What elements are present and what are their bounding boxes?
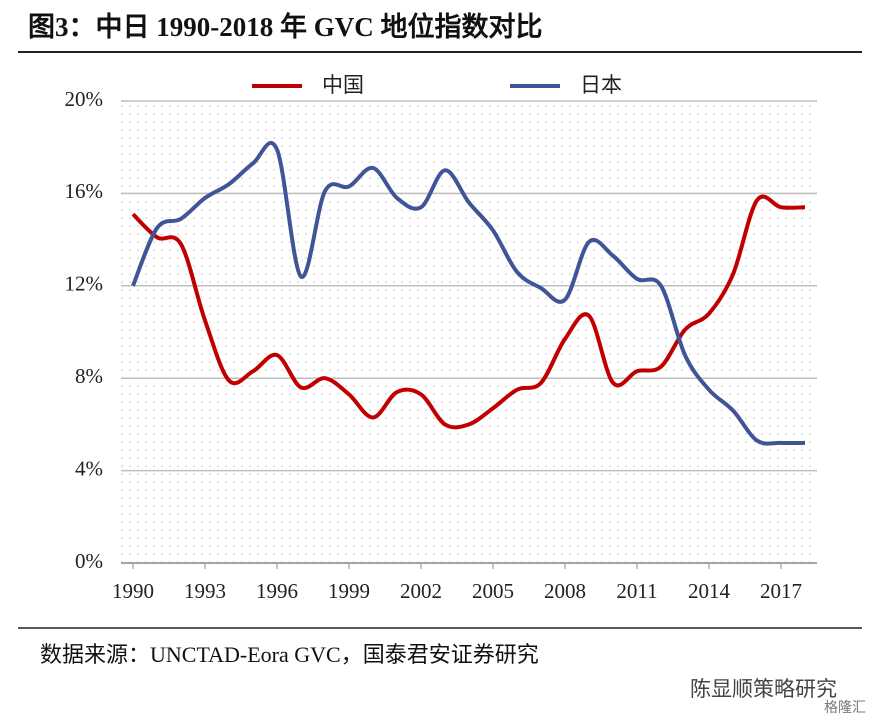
x-tick-label: 1996 [256,579,298,603]
series-line [131,194,806,430]
y-tick-label: 4% [75,456,103,480]
plot-area [121,101,817,563]
watermark-logo: 格隆汇 [824,700,866,716]
x-tick-label: 2014 [688,579,731,603]
chart-title: 图3：中日 1990-2018 年 GVC 地位指数对比 [28,11,543,42]
x-tick-label: 2011 [616,579,657,603]
x-tick-label: 1999 [328,579,370,603]
x-tick-label: 2008 [544,579,586,603]
x-tick-label: 1993 [184,579,226,603]
y-tick-label: 20% [65,87,104,111]
legend-label: 中国 [322,73,364,97]
legend-label: 日本 [580,73,622,97]
x-tick-label: 2017 [760,579,802,603]
y-tick-label: 12% [65,272,104,296]
y-tick-label: 8% [75,364,103,388]
watermark: 陈显顺策略研究 [690,677,837,701]
source: 数据来源：UNCTAD-Eora GVC，国泰君安证券研究 [40,642,539,667]
y-tick-label: 16% [65,179,104,203]
x-tick-label: 2002 [400,579,442,603]
series-line [131,140,806,446]
y-tick-label: 0% [75,549,103,573]
x-tick-label: 1990 [112,579,154,603]
plot: 0% 4% 8% 12% 16% 20% 1990 1993 1996 1999 2002 2005 2… [65,73,817,603]
x-tick-label: 2005 [472,579,514,603]
